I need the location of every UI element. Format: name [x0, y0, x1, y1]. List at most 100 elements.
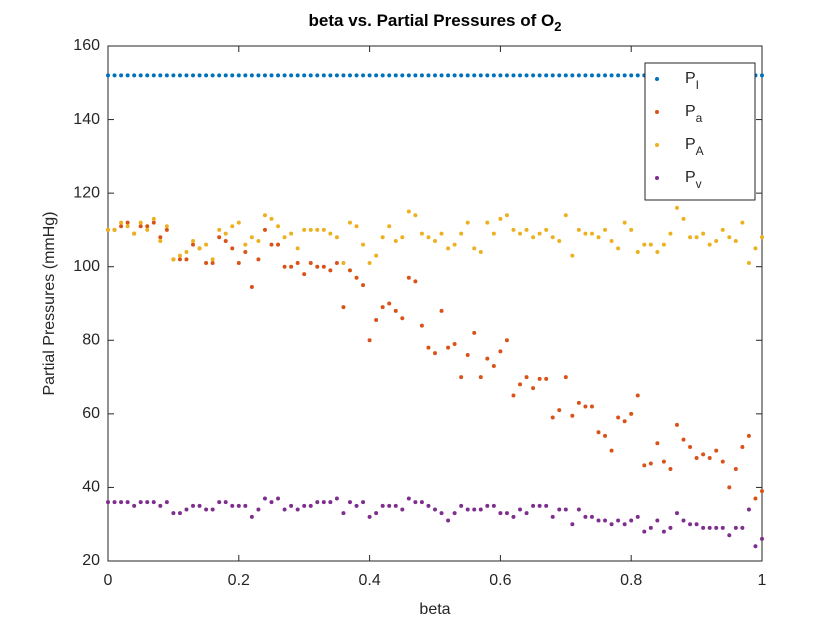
data-point [308, 261, 313, 266]
data-point [504, 213, 509, 218]
data-point [308, 73, 313, 78]
legend-label: PI [685, 70, 699, 92]
data-point [164, 224, 169, 229]
data-point [674, 511, 679, 516]
legend-marker [655, 176, 659, 180]
data-point [400, 316, 405, 321]
data-point [132, 503, 137, 508]
data-point [609, 522, 614, 527]
data-point [112, 73, 117, 78]
data-point [498, 511, 503, 516]
data-point [256, 73, 261, 78]
data-point [367, 73, 372, 78]
data-point [583, 514, 588, 519]
data-point [609, 238, 614, 243]
data-point [557, 408, 562, 413]
data-point [622, 73, 627, 78]
data-point [106, 73, 110, 78]
data-point [550, 73, 555, 78]
data-point [426, 73, 431, 78]
data-point [570, 413, 575, 418]
legend-box [644, 62, 756, 201]
data-point [125, 73, 130, 78]
legend-marker [655, 110, 659, 114]
data-point [106, 227, 110, 232]
data-point [393, 73, 398, 78]
data-point [171, 257, 176, 262]
data-point [694, 522, 699, 527]
data-point [289, 73, 294, 78]
data-point [387, 224, 392, 229]
data-point [347, 500, 352, 505]
data-point [243, 250, 248, 254]
data-point [374, 73, 379, 78]
data-point [518, 73, 523, 78]
data-point [276, 242, 281, 247]
data-point [374, 253, 379, 258]
data-point [177, 253, 182, 258]
legend-label: Pa [685, 103, 703, 125]
data-point [570, 253, 575, 258]
data-point [733, 238, 738, 243]
data-point [498, 349, 503, 354]
data-point [341, 305, 346, 310]
data-point [570, 73, 575, 78]
x-tick-label: 0.4 [358, 572, 380, 589]
data-point [661, 242, 666, 247]
data-point [413, 73, 418, 78]
data-point [204, 507, 209, 512]
data-point [406, 209, 411, 214]
data-point [491, 231, 496, 236]
data-point [406, 73, 411, 78]
data-point [472, 507, 477, 512]
data-point [295, 73, 300, 78]
data-point [609, 448, 614, 453]
data-point [132, 231, 137, 236]
data-point [498, 216, 503, 221]
data-point [289, 231, 294, 236]
data-point [459, 375, 464, 380]
data-point [191, 73, 196, 78]
data-point [459, 231, 464, 236]
data-point [452, 341, 457, 346]
data-point [184, 257, 189, 262]
data-point [446, 246, 451, 251]
data-point [720, 459, 725, 464]
data-point [132, 73, 137, 78]
data-point [256, 238, 261, 243]
data-point [642, 242, 647, 247]
data-point [714, 525, 719, 530]
data-point [714, 238, 719, 243]
data-point [341, 261, 346, 266]
data-point [347, 268, 352, 273]
data-point [465, 73, 470, 78]
data-point [576, 507, 581, 512]
data-point [276, 73, 281, 78]
legend-marker [655, 77, 659, 81]
data-point [603, 73, 608, 78]
data-point [622, 220, 627, 225]
data-point [537, 376, 542, 381]
data-point [406, 275, 411, 280]
data-point [661, 459, 666, 464]
data-point [380, 503, 385, 508]
title-text: beta vs. Partial Pressures of O [309, 11, 555, 30]
data-point [334, 73, 339, 78]
y-tick-label: 100 [73, 258, 100, 275]
data-point [550, 415, 555, 420]
data-point [295, 261, 300, 266]
data-point [629, 227, 634, 232]
data-point [158, 238, 163, 243]
data-point [544, 73, 549, 78]
data-point [269, 242, 274, 247]
data-point [184, 73, 189, 78]
data-point [688, 444, 693, 449]
data-point [589, 514, 594, 519]
data-point [491, 73, 496, 78]
data-point [289, 503, 294, 508]
data-point [367, 261, 372, 266]
data-point [701, 452, 706, 457]
data-point [374, 511, 379, 516]
data-point [504, 338, 509, 343]
data-point [400, 73, 405, 78]
